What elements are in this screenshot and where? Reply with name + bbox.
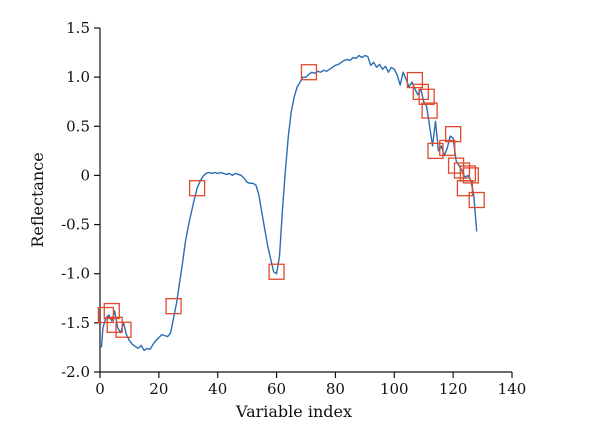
y-tick-label: -0.5 (61, 216, 90, 234)
y-tick-label: -2.0 (61, 363, 90, 381)
selected-variable-marker (418, 88, 435, 105)
selected-variable-marker (97, 306, 115, 324)
x-tick-label: 60 (267, 380, 286, 398)
selected-variable-marker (468, 191, 485, 209)
selected-variable-marker (459, 165, 477, 182)
x-axis-title: Variable index (235, 402, 352, 421)
y-axis-title: Reflectance (28, 152, 47, 247)
selected-variable-marker (412, 83, 429, 101)
selected-variable-marker (406, 71, 424, 89)
y-tick-label: 1.5 (66, 19, 90, 37)
selected-variable-marker (439, 139, 456, 157)
selected-variable-marker (444, 126, 462, 143)
x-tick-label: 80 (326, 380, 345, 398)
x-tick-label: 40 (208, 380, 227, 398)
x-tick-label: 0 (95, 380, 105, 398)
selected-variable-marker (188, 180, 206, 197)
y-tick-label: -1.5 (61, 314, 90, 332)
x-tick-label: 120 (439, 380, 468, 398)
selected-variable-marker (462, 167, 479, 184)
selected-variable-marker (453, 162, 471, 179)
selected-variable-marker (300, 64, 318, 81)
selected-variable-marker (103, 302, 120, 320)
x-tick-label: 100 (380, 380, 409, 398)
axes: 0 20 40 60 80 100 120 140 -2.0 -1.5 -1.0 -0.5 0 0.5 1.… (61, 19, 526, 398)
y-tick-label: 1.0 (66, 68, 90, 86)
selected-variable-marker (268, 263, 285, 280)
markers-layer (97, 64, 485, 338)
selected-variable-marker (115, 321, 132, 338)
selected-variable-marker (427, 142, 444, 160)
y-tick-label: 0 (80, 166, 90, 184)
x-tick-label: 140 (498, 380, 527, 398)
y-tick-label: 0.5 (66, 117, 90, 135)
selected-variable-marker (106, 316, 123, 333)
y-tick-label: -1.0 (61, 265, 90, 283)
x-tick-label: 20 (149, 380, 168, 398)
selected-variable-marker (165, 297, 182, 315)
selected-variable-marker (421, 102, 438, 119)
